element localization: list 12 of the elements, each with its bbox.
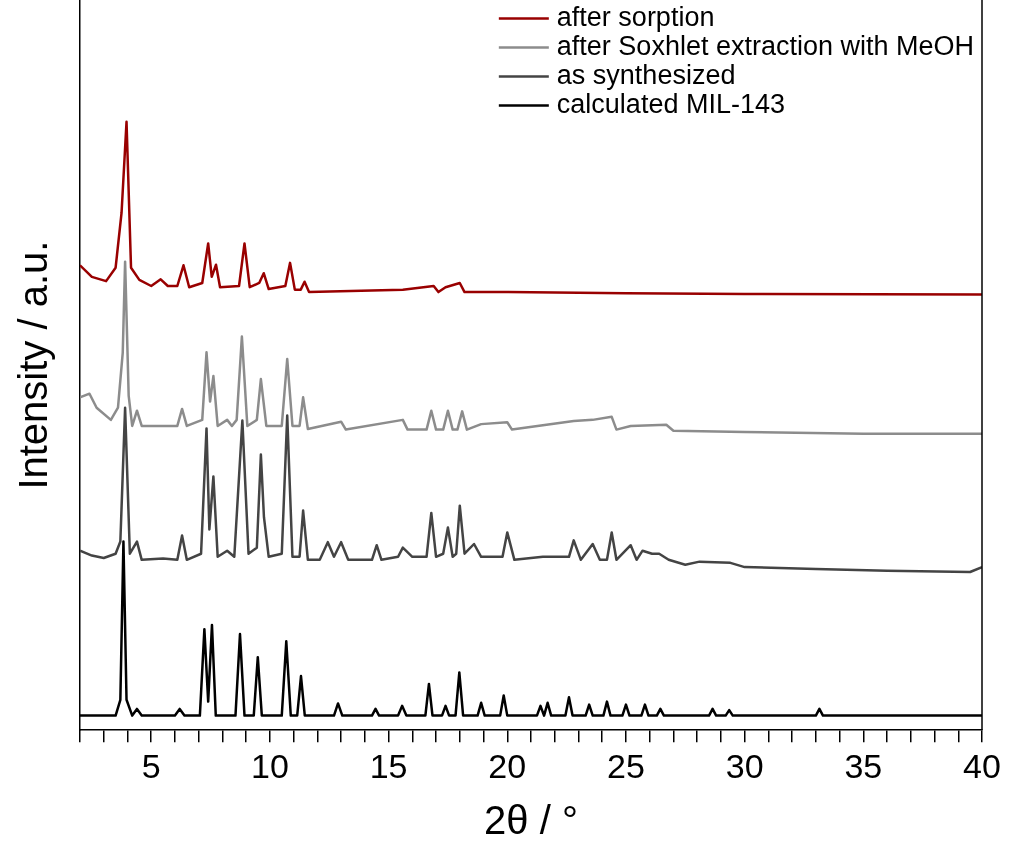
legend-label: after sorption <box>556 1 715 32</box>
legend-label: as synthesized <box>556 59 736 90</box>
x-tick-label: 30 <box>725 746 764 785</box>
x-tick-label: 35 <box>844 746 883 785</box>
x-tick-label: 25 <box>607 746 645 785</box>
x-tick-label: 5 <box>141 746 161 785</box>
x-tick-label: 40 <box>963 746 1001 785</box>
x-axis-title: 2θ / ° <box>484 798 578 843</box>
x-tick-label: 20 <box>488 746 527 785</box>
y-axis-title: Intensity / a.u. <box>11 240 56 490</box>
x-tick-label: 15 <box>369 746 408 785</box>
x-tick-label: 10 <box>250 746 289 785</box>
